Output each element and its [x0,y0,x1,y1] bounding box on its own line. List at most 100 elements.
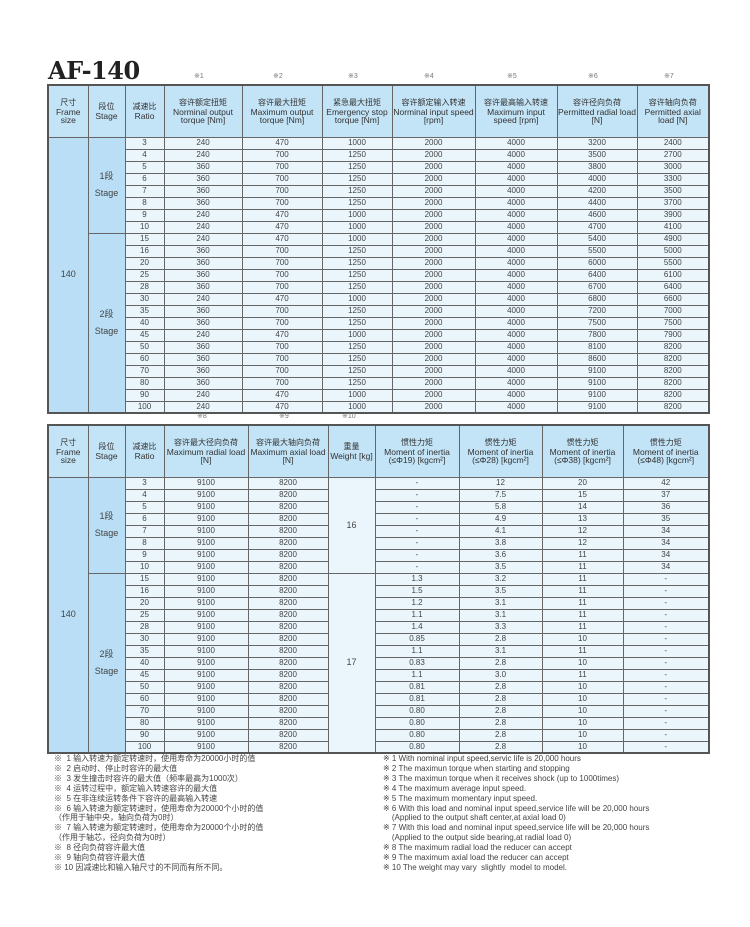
value-cell: 8200 [247,500,329,514]
ratio-cell: 10 [124,220,165,234]
value-cell: - [622,572,710,586]
value-cell: 10 [541,632,624,646]
table-row: 5 9100 8200 -5.8 14 36 [48,500,710,514]
header-col-3: 重量 Weight [kg] [327,424,376,478]
value-cell: 4200 [556,184,638,198]
value-cell: 1250 [321,148,393,162]
value-cell: 8600 [556,352,638,366]
ratio-cell: 10 [124,560,165,574]
value-cell: 360 [163,172,243,186]
value-cell: 1250 [321,268,393,282]
value-cell: 240 [163,208,243,222]
value-cell: 240 [163,148,243,162]
frame-size-cell: 140 [47,136,89,414]
value-cell: 3.1 [458,644,543,658]
value-cell: 4000 [474,160,558,174]
value-cell: 1000 [321,220,393,234]
footnote-mark: ※6 [588,73,598,80]
value-cell: 2000 [391,400,476,414]
value-cell: 360 [163,304,243,318]
table-row: 10 240 470 1000 2000 4000 4700 4100 [48,220,710,234]
footnote-mark: ※10 [342,413,356,420]
value-cell: 8200 [247,656,329,670]
header-en: Permitted radial load [N] [558,106,636,125]
value-cell: 42 [622,476,710,490]
table-row: 50 9100 8200 0.81 2.8 10- [48,680,710,694]
value-cell: 7.5 [458,488,543,502]
value-cell: 8200 [247,536,329,550]
footnotes-english: ※ 1 With nominal input speed,servic life… [383,754,649,873]
value-cell: 1250 [321,364,393,378]
value-cell: 2000 [391,316,476,330]
header-col-2: 容许最大扭矩 Maximum output torque [Nm] [241,84,323,138]
value-cell: - [622,608,710,622]
value-cell: 1.2 [374,596,460,610]
value-cell: 360 [163,256,243,270]
table-row: 25 360 700 1250 2000 4000 6400 6100 [48,268,710,282]
value-cell: 11 [541,620,624,634]
table-row: 50 360 700 1250 2000 4000 8100 8200 [48,340,710,354]
value-cell: 9100 [163,728,249,742]
table-row: 2段 Stage 15 240 470 1000 2000 4000 5400 4900 [48,232,710,414]
value-cell: 9100 [163,536,249,550]
value-cell: 2000 [391,220,476,234]
table-row: 90 240 470 1000 2000 4000 9100 8200 [48,388,710,402]
ratio-cell: 35 [124,304,165,318]
header-col-5: 惯性力矩 Moment of inertia (≤Φ28) [kgcm²] [458,424,543,478]
value-cell: 240 [163,232,243,246]
table-row: 60 9100 8200 0.81 2.8 10- [48,692,710,706]
footnote-line: ※ 2 启动时、停止时容许的最大值 [54,763,178,773]
header-col-4: 惯性力矩 Moment of inertia (≤Φ19) [kgcm²] [374,424,460,478]
value-cell: 6400 [556,268,638,282]
table-row: 16 360 700 1250 2000 4000 5500 5000 [48,244,710,258]
value-cell: 8200 [247,644,329,658]
value-cell: - [374,476,460,490]
value-cell: 10 [541,680,624,694]
header-en: Norminal output torque [Nm] [172,106,233,125]
header-cn: 惯性力矩 [401,437,433,447]
value-cell: 360 [163,280,243,294]
value-cell: 1000 [321,292,393,306]
value-cell: 7900 [636,328,710,342]
header-col-3: 紧急最大扭矩 Emergency stop torque [Nm] [321,84,393,138]
value-cell: 5400 [556,232,638,246]
value-cell: 700 [241,352,323,366]
value-cell: 700 [241,376,323,390]
table-row: 25 9100 8200 1.1 3.1 11- [48,608,710,622]
weight-cell: 16 [327,476,376,574]
value-cell: 7000 [636,304,710,318]
value-cell: 3.6 [458,548,543,562]
header-en: Ratio [134,110,155,121]
footnote-line: ※ 9 轴向负荷容许最大值 [54,853,146,863]
value-cell: 3.5 [458,560,543,574]
value-cell: 4000 [474,352,558,366]
value-cell: 2.8 [458,704,543,718]
stage-en: Stage [94,188,119,198]
value-cell: 0.85 [374,632,460,646]
value-cell: 34 [622,524,710,538]
value-cell: 9100 [163,572,249,586]
table-row: 40 9100 8200 0.83 2.8 10- [48,656,710,670]
footnote-line: （作用于轴中央，轴向负荷为0时） [54,813,179,823]
table-row: 5 360 700 1250 2000 4000 3800 3000 [48,160,710,174]
value-cell: 8200 [247,476,329,490]
value-cell: 7200 [556,304,638,318]
value-cell: 2.8 [458,656,543,670]
value-cell: 5000 [636,244,710,258]
value-cell: 8200 [636,376,710,390]
header-cn: 惯性力矩 [484,437,517,447]
table-row: 28 360 700 1250 2000 4000 6700 6400 [48,280,710,294]
value-cell: 4000 [556,172,638,186]
value-cell: - [622,596,710,610]
header-en: Stage [95,110,118,121]
ratio-cell: 16 [124,584,165,598]
value-cell: 8200 [636,388,710,402]
table-row: 45 240 470 1000 2000 4000 7800 7900 [48,328,710,342]
value-cell: 4000 [474,364,558,378]
value-cell: 1250 [321,196,393,210]
value-cell: 8200 [247,716,329,730]
footnote-mark: ※3 [348,73,358,80]
table-row: 45 9100 8200 1.1 3.0 11- [48,668,710,682]
value-cell: 2.8 [458,692,543,706]
value-cell: 1.3 [374,572,460,586]
